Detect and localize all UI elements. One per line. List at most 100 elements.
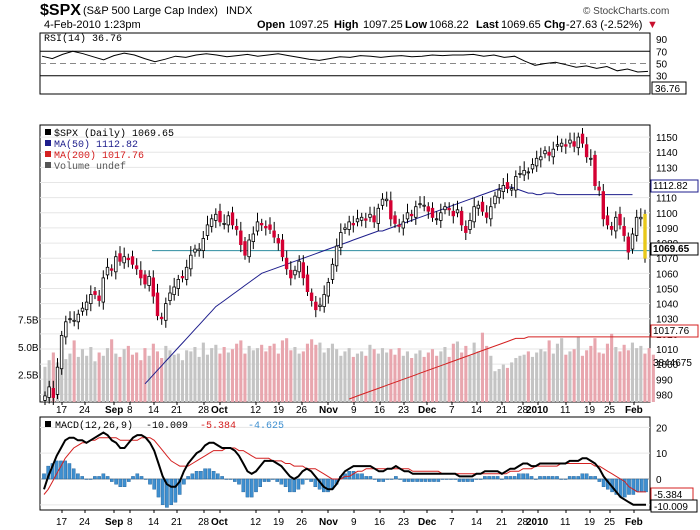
date-label: 25 bbox=[604, 405, 616, 416]
macd-hist-bar bbox=[118, 478, 123, 488]
candle-body bbox=[351, 222, 355, 226]
rsi-value-label: 36.76 bbox=[655, 84, 680, 95]
candle-body bbox=[401, 221, 405, 229]
macd-value-box bbox=[650, 499, 698, 513]
candle-body bbox=[276, 238, 280, 244]
candle-body bbox=[205, 224, 210, 236]
volume-value-label: 3844675 bbox=[653, 358, 692, 369]
candle-body bbox=[164, 303, 168, 321]
macd-hist-bar bbox=[478, 478, 483, 480]
macd-hist-bar bbox=[377, 478, 381, 482]
rsi-line bbox=[41, 50, 649, 73]
volume-bar bbox=[597, 352, 601, 402]
date-label: Dec bbox=[418, 517, 437, 528]
volume-bar bbox=[497, 369, 501, 402]
open-value: 1097.25 bbox=[289, 19, 329, 31]
volume-bar bbox=[422, 356, 426, 402]
macd-hist-bar bbox=[635, 478, 640, 493]
macd-hist-bar bbox=[470, 478, 475, 482]
volume-bar bbox=[593, 338, 597, 402]
macd-hist-bar bbox=[105, 476, 110, 480]
candle-body bbox=[443, 206, 447, 211]
macd-hist-bar bbox=[203, 468, 207, 480]
candle-body bbox=[130, 256, 135, 265]
candle-body bbox=[472, 206, 476, 223]
date-label: 16 bbox=[374, 517, 386, 528]
candle-body bbox=[564, 144, 568, 147]
macd-hist-bar bbox=[199, 471, 203, 480]
candle-body bbox=[51, 387, 55, 398]
macd-hist-bar bbox=[529, 476, 534, 480]
volume-bar bbox=[197, 356, 201, 402]
low-value: 1068.22 bbox=[429, 19, 469, 31]
candle-body bbox=[630, 233, 635, 250]
volume-bar bbox=[180, 360, 184, 402]
volume-bar bbox=[464, 345, 468, 402]
macd-hist-bar bbox=[534, 478, 538, 480]
volume-bar bbox=[576, 337, 580, 402]
candle-body bbox=[214, 213, 218, 221]
macd-hist-bar bbox=[131, 476, 135, 480]
legend-swatch bbox=[45, 129, 51, 135]
macd-hist-bar bbox=[122, 478, 127, 488]
macd-hist-bar bbox=[415, 478, 419, 482]
macd-y-tick: 20 bbox=[656, 423, 668, 434]
volume-bar bbox=[243, 353, 247, 402]
candle-body bbox=[314, 301, 318, 311]
candle-body bbox=[551, 148, 555, 158]
macd-hist-bar bbox=[207, 468, 212, 480]
candle-body bbox=[301, 262, 305, 279]
candle-body bbox=[264, 225, 268, 229]
candle-body bbox=[293, 269, 297, 276]
volume-bar bbox=[585, 350, 589, 402]
macd-hist-bar bbox=[631, 478, 636, 495]
macd-hist-bar bbox=[364, 476, 369, 480]
candle-body bbox=[139, 269, 143, 279]
candle-body bbox=[59, 334, 64, 370]
volume-bar bbox=[176, 353, 180, 402]
macd-date-axis: 17 24 Sep 8 14 21 28 Oct 12 19 26 Nov 9 16 23 Dec 7 14 21 2… bbox=[56, 510, 643, 528]
candle-body bbox=[639, 216, 643, 220]
volume-bars bbox=[43, 332, 655, 402]
macd-hist-bar bbox=[538, 476, 542, 480]
date-label: 21 bbox=[496, 405, 508, 416]
candle-body bbox=[584, 144, 589, 158]
volume-bar bbox=[322, 352, 326, 402]
last-value-label-box bbox=[650, 242, 699, 256]
macd-hist-bar bbox=[241, 478, 246, 493]
volume-bar bbox=[214, 344, 218, 402]
volume-bar bbox=[260, 344, 264, 402]
macd-hist-bar bbox=[491, 476, 496, 480]
date-label: 7 bbox=[449, 405, 455, 416]
candle-body bbox=[109, 268, 114, 271]
macd-y-tick: 0 bbox=[656, 475, 662, 486]
volume-y-ticks: 7.5B 5.0B 2.5B bbox=[18, 316, 39, 382]
volume-bar bbox=[168, 350, 172, 402]
macd-hist-bar bbox=[436, 478, 441, 482]
macd-hist-bar bbox=[593, 476, 597, 480]
macd-hist-bar bbox=[500, 478, 504, 480]
volume-bar bbox=[355, 353, 359, 402]
volume-bar bbox=[443, 347, 447, 402]
legend-swatch bbox=[45, 140, 51, 146]
volume-bar bbox=[226, 352, 230, 402]
macd-hist-bar bbox=[495, 476, 500, 480]
price-y-tick: 990 bbox=[656, 375, 673, 386]
candle-body bbox=[289, 269, 293, 279]
date-label: 2010 bbox=[526, 405, 549, 416]
candle-body bbox=[43, 395, 47, 401]
macd-hist-bar bbox=[640, 478, 644, 493]
macd-hist-bar bbox=[584, 473, 589, 480]
volume-bar bbox=[76, 356, 80, 402]
macd-hist-bar bbox=[428, 478, 432, 482]
candle-body bbox=[272, 230, 276, 238]
volume-bar bbox=[60, 351, 64, 402]
candle-body bbox=[380, 198, 385, 206]
candle-body bbox=[97, 295, 101, 301]
candle-body bbox=[464, 225, 468, 233]
macd-hist-bar bbox=[232, 478, 237, 482]
macd-hist-bar bbox=[93, 476, 97, 480]
ma50-value-label: 1112.82 bbox=[653, 181, 688, 192]
volume-bar bbox=[276, 353, 280, 402]
stockcharts-credit: © StockCharts.com bbox=[583, 6, 669, 17]
